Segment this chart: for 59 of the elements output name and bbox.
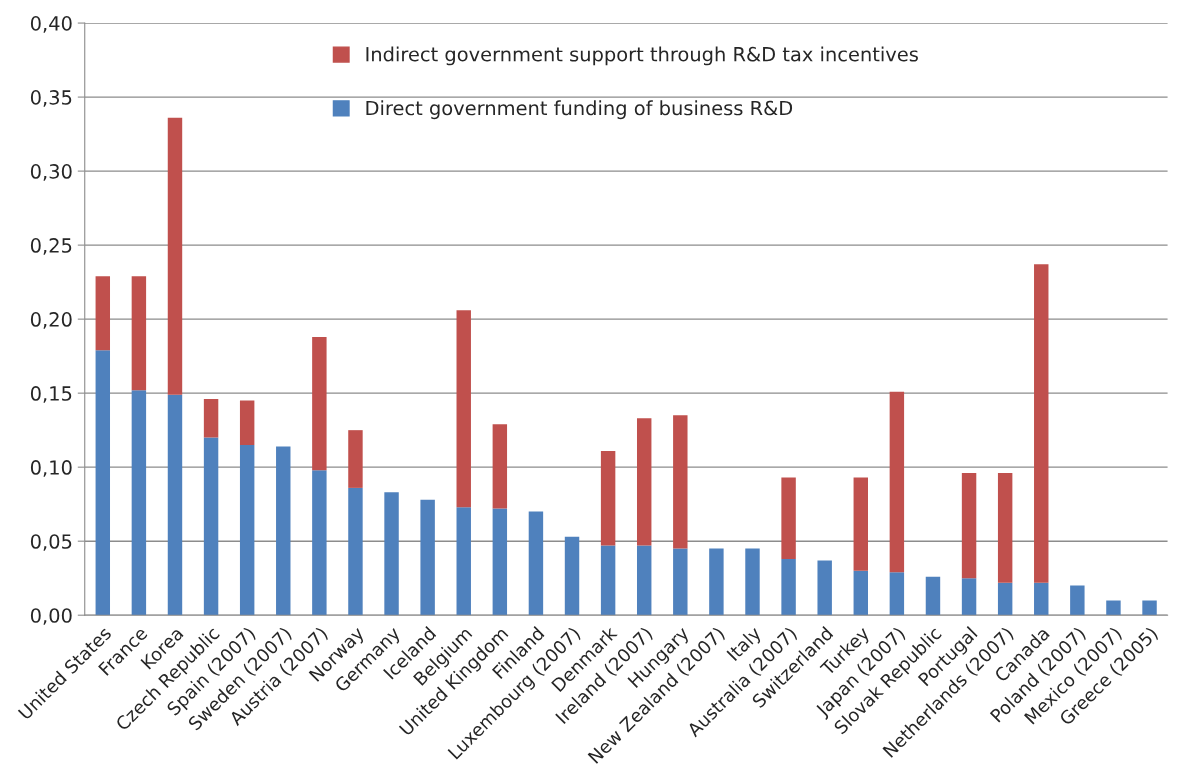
bar <box>492 508 508 616</box>
bar <box>239 444 255 616</box>
y-tick-label: 0,35 <box>30 90 72 107</box>
bar <box>1034 582 1049 616</box>
bar <box>456 507 471 616</box>
bar <box>312 470 327 616</box>
bar <box>889 572 905 616</box>
bar <box>673 415 688 549</box>
bar <box>1106 600 1121 616</box>
bar <box>997 582 1013 616</box>
bar <box>636 545 652 616</box>
bar <box>564 536 580 616</box>
bar <box>348 487 363 616</box>
bar <box>131 276 147 391</box>
y-tick-label: 0,20 <box>30 312 72 329</box>
bar <box>528 511 544 616</box>
bar <box>673 548 688 616</box>
bar <box>492 424 508 509</box>
bar <box>167 117 183 395</box>
bar <box>997 473 1013 583</box>
bar <box>95 350 111 616</box>
bar <box>276 446 291 616</box>
bar <box>420 499 435 616</box>
bar <box>95 276 111 351</box>
y-tick-label: 0,30 <box>30 164 72 181</box>
bar <box>348 430 363 488</box>
bar <box>636 418 652 546</box>
bar <box>709 548 724 616</box>
bar <box>203 399 219 438</box>
bar <box>889 391 905 573</box>
bar <box>384 492 399 616</box>
bar <box>817 560 832 616</box>
bar <box>456 310 471 508</box>
bar <box>600 450 616 546</box>
bar <box>961 473 977 579</box>
y-tick-label: 0,05 <box>30 534 72 551</box>
bar <box>925 576 941 616</box>
bar <box>1142 600 1157 616</box>
legend-label: Indirect government support through R&D tax incentives <box>366 46 918 66</box>
bar <box>167 394 183 616</box>
legend-label: Direct government funding of business R&D <box>366 100 793 120</box>
y-tick-label: 0,10 <box>30 460 72 477</box>
bar <box>781 558 796 616</box>
y-tick-label: 0,40 <box>30 16 72 33</box>
y-tick-label: 0,00 <box>30 608 72 625</box>
y-tick-label: 0,25 <box>30 238 72 255</box>
bar <box>745 548 760 616</box>
bar <box>853 570 868 616</box>
bar <box>312 336 327 471</box>
bar <box>239 400 255 445</box>
bar <box>961 578 977 616</box>
bar <box>1034 264 1049 583</box>
bar <box>781 477 796 559</box>
bar <box>853 477 868 571</box>
bar <box>1070 585 1085 616</box>
y-tick-label: 0,15 <box>30 386 72 403</box>
bar <box>203 437 219 616</box>
bar <box>600 545 616 616</box>
bar <box>131 390 147 616</box>
